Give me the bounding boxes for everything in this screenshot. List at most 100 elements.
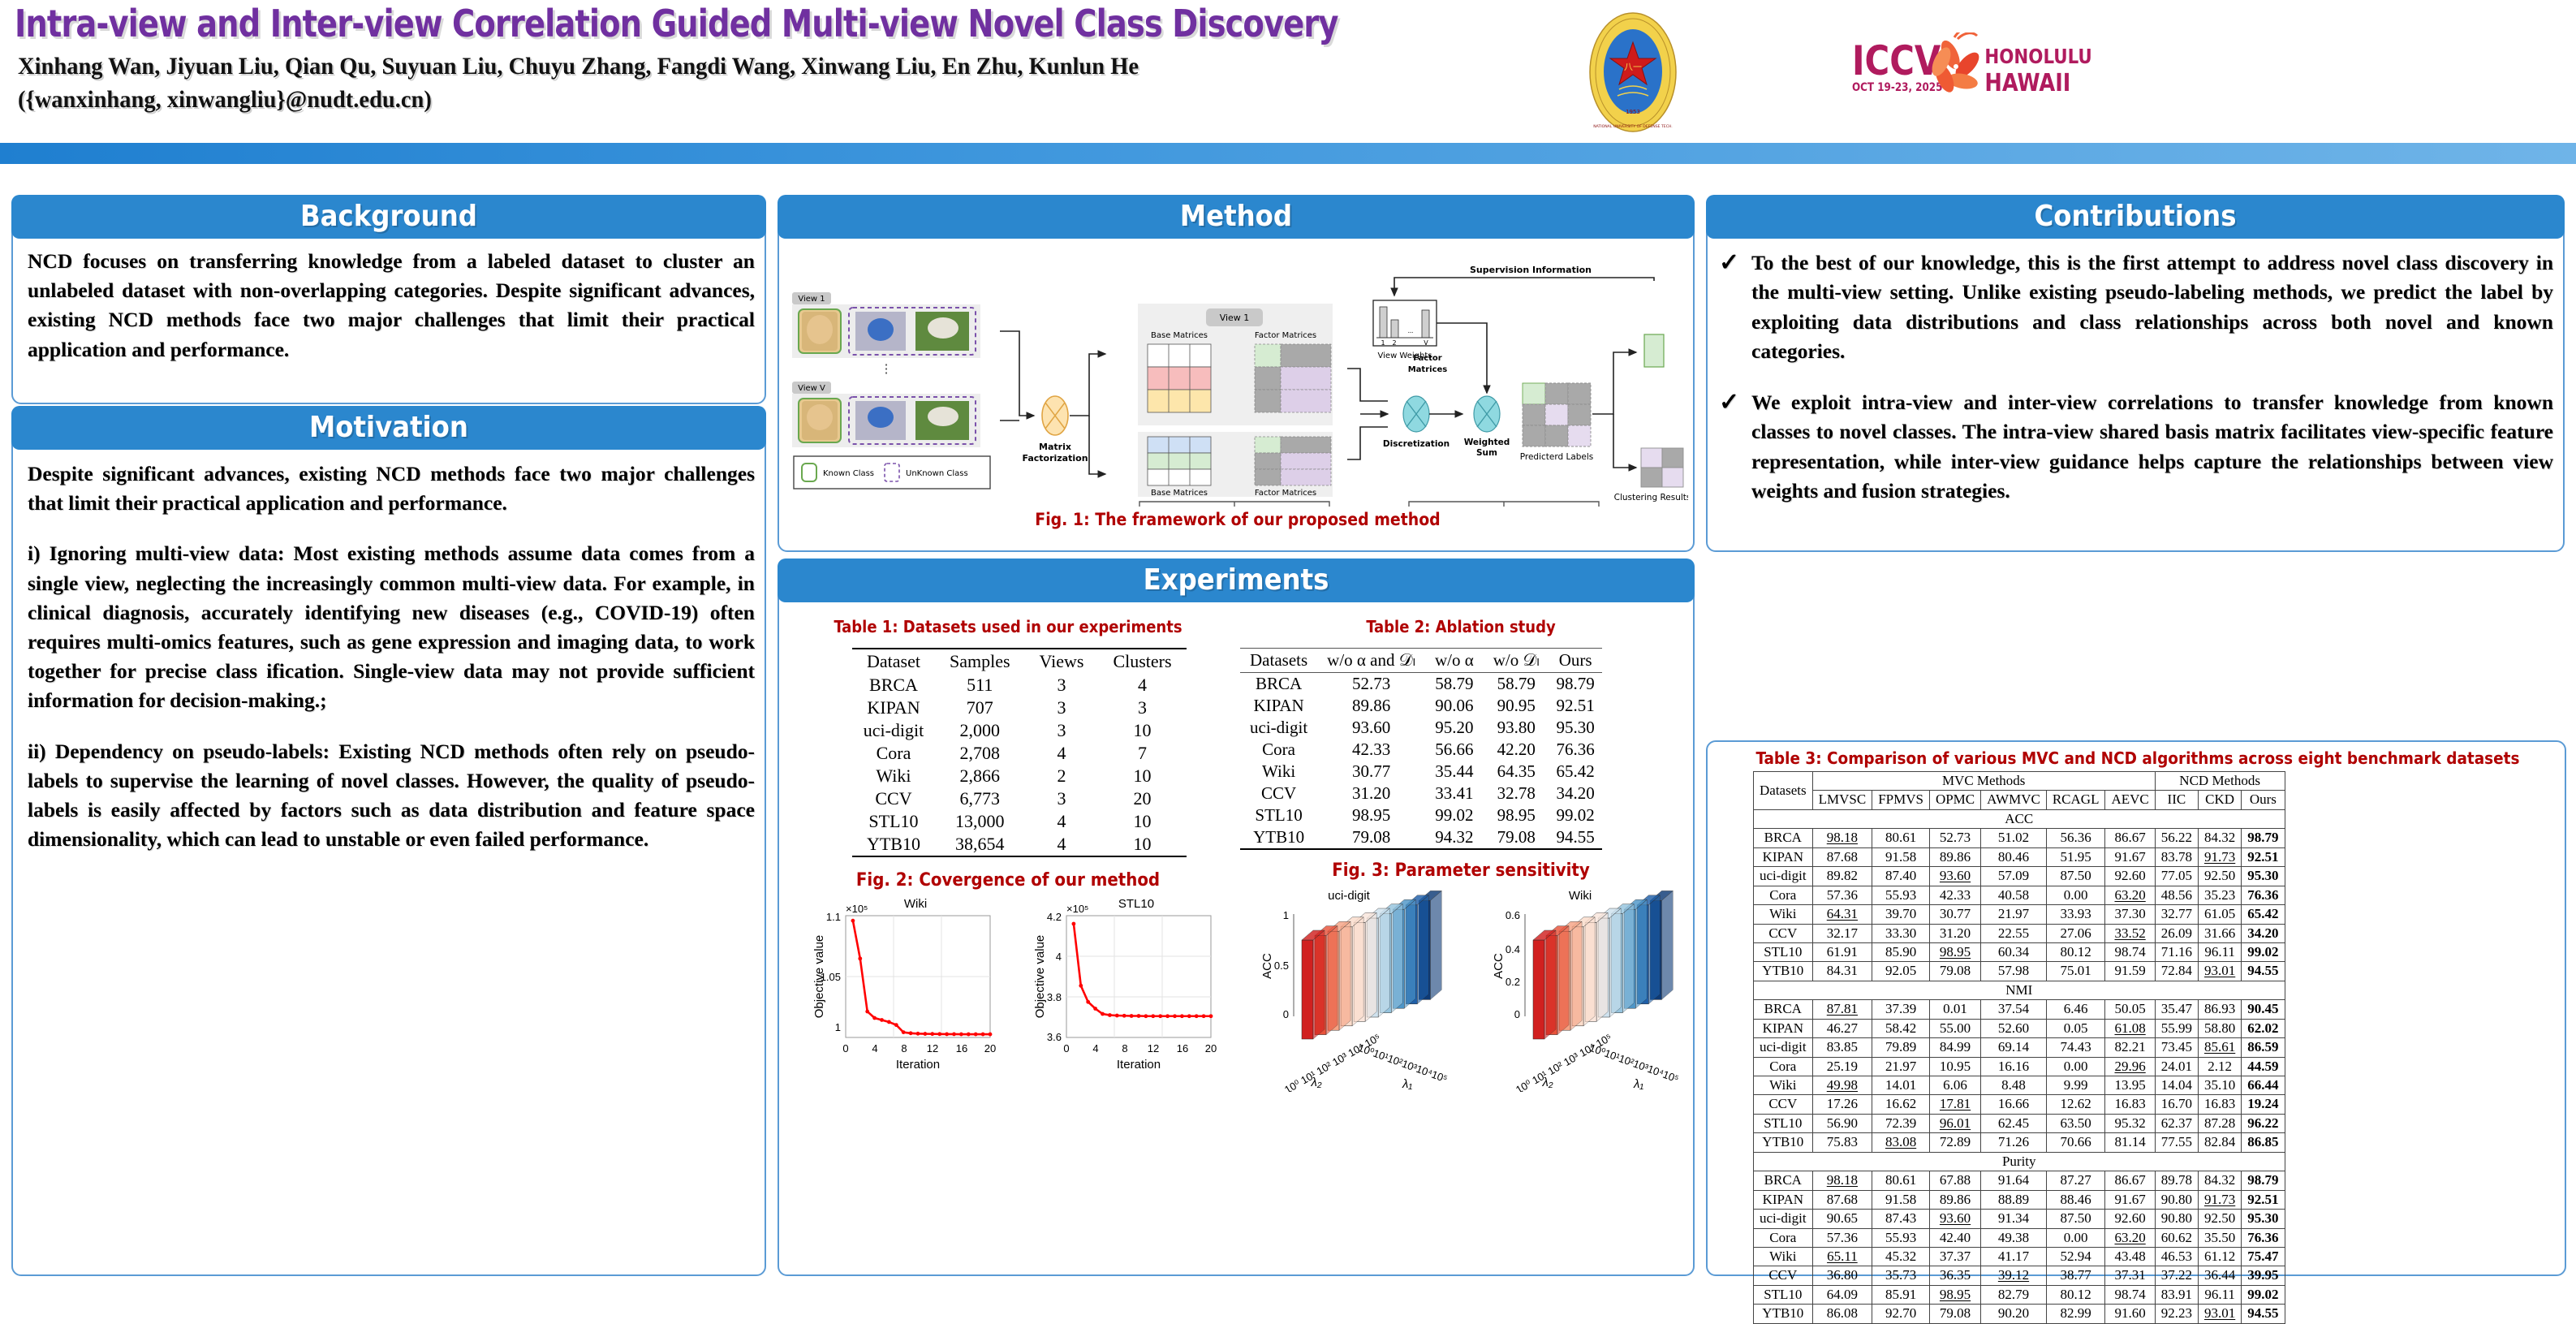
data-point xyxy=(1180,1014,1184,1019)
table-cell: STL10 xyxy=(1255,805,1303,825)
fig3-uci-zlabel: λ₂ xyxy=(1310,1076,1321,1089)
table-cell: 92.23 xyxy=(2154,1304,2199,1324)
table2: Datasets w/o α and 𝒟ₗ w/o α w/o 𝒟ₗ Ours BRCA 5… xyxy=(1240,648,1602,850)
table-cell: 92.50 xyxy=(2197,866,2242,886)
fig2-wiki-xtick-5: 20 xyxy=(984,1042,996,1054)
table-cell: 66.44 xyxy=(2241,1075,2285,1096)
bar-side xyxy=(1583,916,1596,1027)
table-cell: Wiki xyxy=(1753,1075,1813,1096)
data-point xyxy=(980,1032,985,1037)
table-row: YTB10 84.31 92.05 79.08 57.98 75.01 91.59 72.84… xyxy=(1753,961,2285,981)
table3-column-header: LMVSC xyxy=(1811,790,1873,810)
table-cell: 58.42 xyxy=(1872,1018,1930,1039)
data-point xyxy=(1187,1014,1191,1019)
diagram-inter-view: Factor Matrices Discretization Weighted … xyxy=(1347,265,1688,502)
table-cell: 57.09 xyxy=(1980,866,2047,886)
table-cell: 98.18 xyxy=(1811,1171,1873,1191)
data-point xyxy=(851,918,855,923)
author-list: Xinhang Wan, Jiyuan Liu, Qian Qu, Suyuan… xyxy=(18,53,1139,113)
label-discretization: Discretization xyxy=(1383,439,1450,449)
table-cell: 52.73 xyxy=(1928,828,1982,848)
table-cell: 89.86 xyxy=(1928,847,1982,868)
fig2-caption: Fig. 2: Covergence of our method xyxy=(855,870,1161,891)
table-cell: BRCA xyxy=(1753,828,1813,848)
table-row: STL10 56.90 72.39 96.01 62.45 63.50 95.32 62.37… xyxy=(1753,1113,2285,1134)
fig3-uci-ytick-2: 1 xyxy=(1283,909,1289,921)
fig3-wiki-title: Wiki xyxy=(1569,889,1592,903)
table3-column-header: RCAGL xyxy=(2045,790,2106,810)
table-cell: 80.46 xyxy=(1980,847,2047,868)
data-point xyxy=(872,1016,877,1020)
table-cell: 2 xyxy=(1057,766,1066,786)
table-cell: 10 xyxy=(1133,766,1152,786)
table-cell: 79.08 xyxy=(1928,1304,1982,1324)
table-cell: 43.48 xyxy=(2104,1246,2156,1267)
table-cell: 81.14 xyxy=(2104,1132,2156,1153)
fig2-stl10-xtick-3: 12 xyxy=(1148,1042,1159,1054)
data-point xyxy=(908,1031,913,1036)
table-cell: 16.66 xyxy=(1980,1094,2047,1115)
table-cell: 49.98 xyxy=(1811,1075,1873,1096)
table-cell: 89.86 xyxy=(1928,1189,1982,1210)
table3: Datasets MVC Methods NCD Methods LMVSC FPMVS… xyxy=(1753,770,2285,1324)
table-row: uci-digit 90.65 87.43 93.60 91.34 87.50 92.60 9… xyxy=(1753,1209,2285,1229)
bar-side xyxy=(1390,904,1403,1014)
data-point xyxy=(1093,1007,1097,1011)
table-cell: 37.31 xyxy=(2104,1266,2156,1286)
table-cell: 98.95 xyxy=(1928,942,1982,963)
table-cell: 52.73 xyxy=(1351,674,1391,693)
table-cell: 92.50 xyxy=(2197,1209,2242,1229)
table-cell: 35.10 xyxy=(2197,1075,2242,1096)
table3-metric-label: Purity xyxy=(1753,1151,2285,1172)
table-cell: 52.60 xyxy=(1980,1018,2047,1039)
table1-column-header: Samples xyxy=(934,648,1025,674)
table-cell: 99.02 xyxy=(2241,942,2285,963)
table2-column-header: w/o α xyxy=(1434,650,1474,670)
table-cell: 79.08 xyxy=(1497,827,1536,847)
section-motivation: Motivation Despite significant advances,… xyxy=(11,406,766,1276)
table-cell: 91.67 xyxy=(2104,1189,2156,1210)
fig3-uci-ytick-0: 0 xyxy=(1283,1008,1289,1020)
fig2-stl10-ylabel: Objective value xyxy=(1033,935,1047,1019)
table3-metric-header: ACC xyxy=(1753,809,2285,830)
table-cell: 84.99 xyxy=(1928,1037,1982,1058)
table-cell: STL10 xyxy=(868,811,919,831)
section-heading-method: Method xyxy=(778,195,1695,239)
table-header-row: Datasets w/o α and 𝒟ₗ w/o α w/o 𝒟ₗ Ours xyxy=(1240,648,1602,673)
table-cell: 98.79 xyxy=(1556,674,1595,693)
table3-column-header: FPMVS xyxy=(1872,790,1930,810)
table-cell: 93.60 xyxy=(1351,718,1391,737)
fig2-stl10-scale: ×10⁵ xyxy=(1066,903,1088,915)
table-cell: CCV xyxy=(875,788,912,809)
table-cell: 6,773 xyxy=(959,788,1001,809)
legend-known-class: Known Class xyxy=(823,469,874,478)
table-cell: 67.88 xyxy=(1928,1171,1982,1191)
table-cell: 16.62 xyxy=(1872,1094,1930,1115)
label-factor-matrices-mid-2: Matrices xyxy=(1408,365,1448,374)
background-text: NCD focuses on transferring knowledge fr… xyxy=(28,249,755,361)
table-cell: 82.84 xyxy=(2197,1132,2242,1153)
table-cell: 2,000 xyxy=(959,720,1001,740)
data-point xyxy=(1158,1014,1163,1019)
fig2-wiki-xtick-3: 12 xyxy=(927,1042,938,1054)
contribution-text-1: To the best of our knowledge, this is th… xyxy=(1751,251,2553,364)
fig2-wiki-ytick-3: 1.1 xyxy=(826,911,841,923)
data-point xyxy=(923,1032,928,1036)
table-row: uci-digit 2,000 3 10 xyxy=(852,719,1187,742)
table-cell: BRCA xyxy=(1255,674,1303,693)
table-cell: 37.30 xyxy=(2104,904,2156,925)
iccv-logo-icon: ICCV OCT 19-23, 2025 HONOLULU HAWAII xyxy=(1852,32,2092,97)
svg-text:HAWAII: HAWAII xyxy=(1984,68,2070,97)
table-cell: 94.55 xyxy=(2241,1304,2285,1324)
data-point xyxy=(1136,1014,1141,1018)
table-cell: 63.20 xyxy=(2104,885,2156,906)
table-cell: 60.62 xyxy=(2154,1227,2199,1248)
table-row: Wiki 64.31 39.70 30.77 21.97 33.93 37.30 32.77 6… xyxy=(1753,904,2285,925)
table-cell: 75.47 xyxy=(2241,1246,2285,1267)
table-cell: 39.95 xyxy=(2241,1266,2285,1286)
table-row: STL10 98.95 99.02 98.95 99.02 xyxy=(1240,804,1602,826)
table-cell: 83.78 xyxy=(2154,847,2199,868)
section-method: Method View 1 ⋮ View V xyxy=(778,195,1695,552)
data-point xyxy=(865,1009,870,1014)
bar-side xyxy=(1364,912,1377,1022)
